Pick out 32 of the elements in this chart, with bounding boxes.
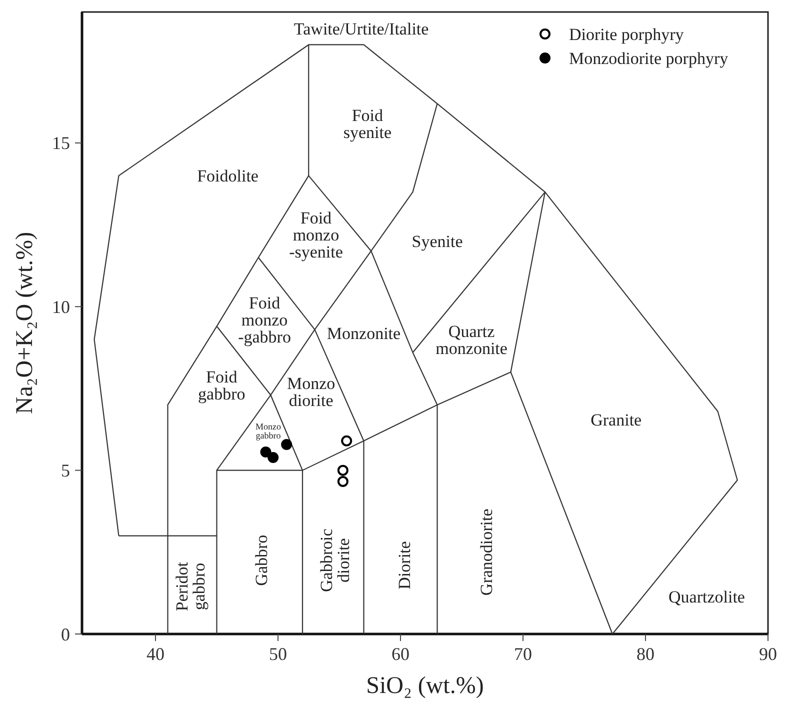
legend-label: Diorite porphyry bbox=[569, 24, 684, 44]
x-tick-label: 50 bbox=[269, 644, 287, 664]
annotation: Foid gabbro bbox=[198, 368, 246, 404]
annotation: Diorite bbox=[395, 541, 414, 590]
x-tick-label: 40 bbox=[146, 644, 164, 664]
y-axis-title: Na₂O+K₂O (wt.%) bbox=[12, 232, 38, 414]
annotation: Foid monzo -syenite bbox=[289, 208, 343, 262]
annotation: Granite bbox=[590, 410, 642, 430]
annotation: Monzo gabbro bbox=[255, 422, 282, 441]
annotation: Foid monzo -gabbro bbox=[238, 294, 291, 347]
annotation: Gabbroic diorite bbox=[316, 528, 353, 592]
annotation: Granodiorite bbox=[477, 508, 496, 596]
legend-label: Monzodiorite porphyry bbox=[569, 48, 729, 68]
y-tick-label: 15 bbox=[52, 133, 70, 154]
y-tick-label: 10 bbox=[52, 296, 70, 317]
annotation: Monzo diorite bbox=[286, 374, 336, 410]
annotation: Quartz monzonite bbox=[436, 322, 508, 358]
x-tick-label: 90 bbox=[759, 644, 777, 664]
x-tick-label: 60 bbox=[392, 644, 410, 664]
x-axis-title: SiO₂ (wt.%) bbox=[366, 673, 484, 699]
annotation: Foid syenite bbox=[343, 106, 392, 142]
annotation: Gabbro bbox=[252, 534, 271, 586]
annotation: Foidolite bbox=[197, 166, 258, 186]
x-tick-label: 70 bbox=[514, 644, 532, 664]
y-tick-label: 0 bbox=[61, 624, 70, 644]
annotation: Syenite bbox=[412, 232, 463, 252]
annotation: Quartzolite bbox=[668, 587, 745, 606]
annotation: Monzonite bbox=[326, 324, 401, 343]
annotation: Tawite/Urtite/Italite bbox=[294, 19, 429, 38]
x-tick-label: 80 bbox=[636, 644, 654, 664]
y-tick-label: 5 bbox=[61, 460, 70, 481]
annotation: Peridot gabbro bbox=[172, 562, 208, 612]
